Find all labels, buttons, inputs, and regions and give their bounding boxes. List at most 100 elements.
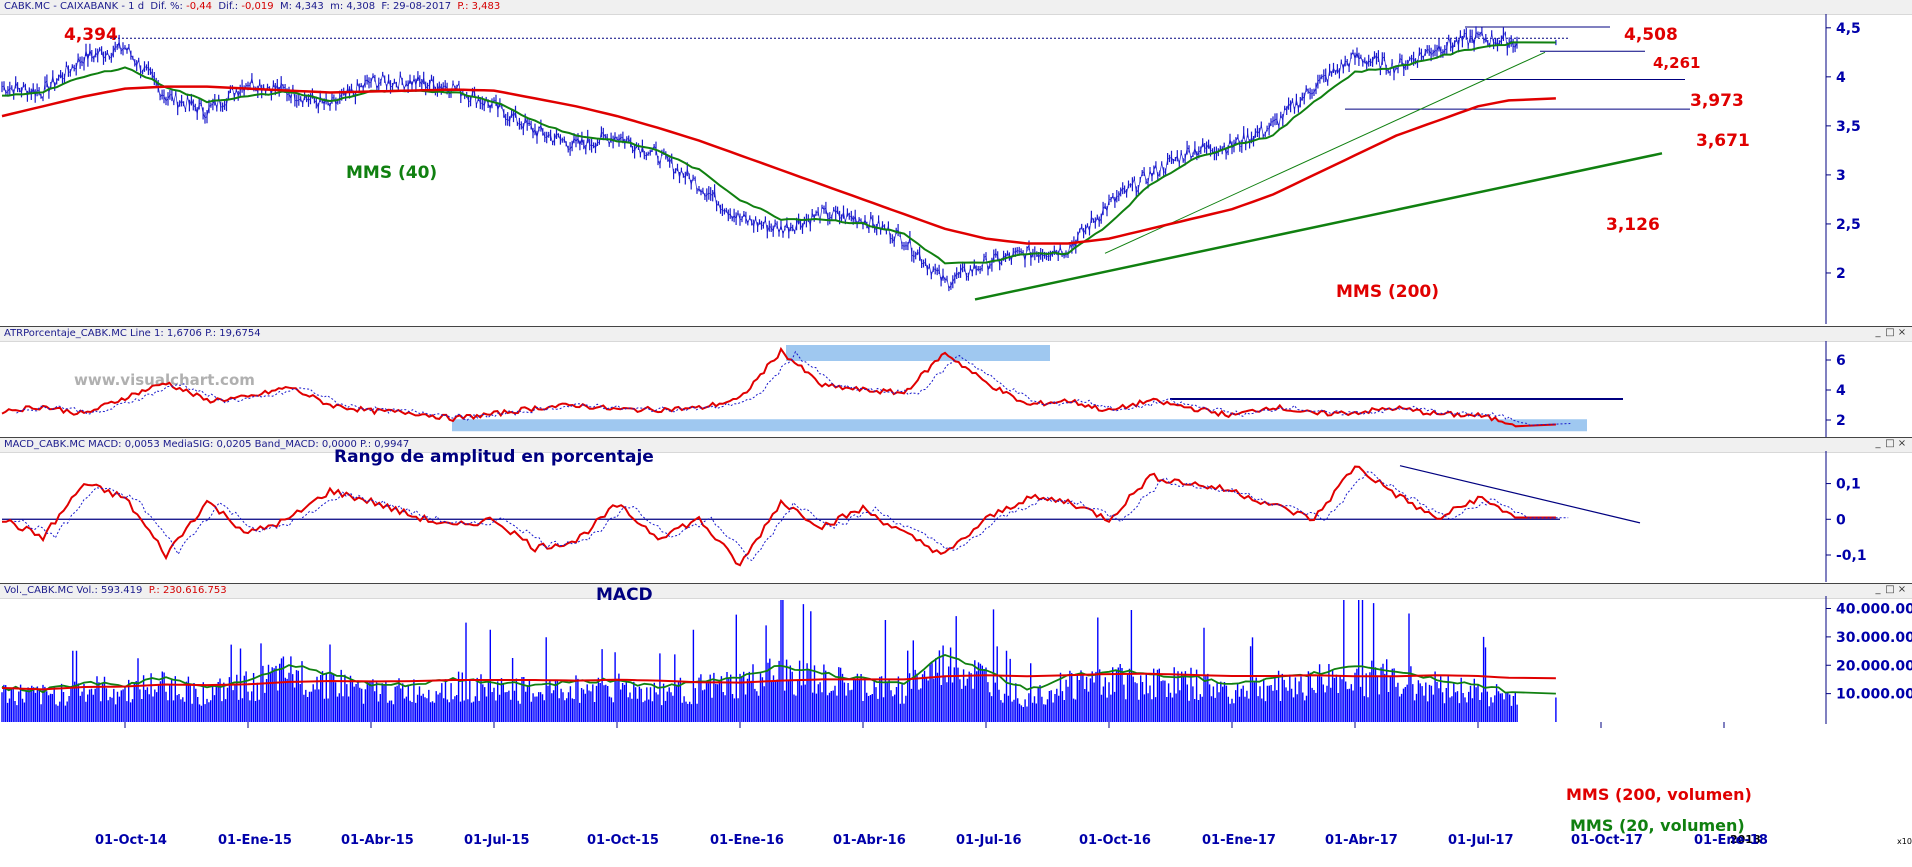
dif-label: Dif.: bbox=[218, 1, 239, 12]
macd-signal-line bbox=[14, 471, 1569, 562]
atr-line bbox=[1, 346, 1556, 428]
trendline-support bbox=[974, 152, 1663, 301]
maximize-icon[interactable]: □ bbox=[1885, 584, 1895, 595]
close-icon[interactable]: × bbox=[1897, 584, 1907, 595]
volume-pane[interactable]: Vol._CABK.MC Vol.: 593.419 P.: 230.616.7… bbox=[0, 584, 1912, 724]
symbol-label: CABK.MC - CAIXABANK - 1 d bbox=[4, 1, 145, 12]
y-tick-label: 4,5 bbox=[1836, 21, 1861, 37]
volume-header-text: Vol._CABK.MC Vol.: 593.419 bbox=[4, 585, 143, 596]
minimize-icon[interactable]: _ bbox=[1875, 584, 1881, 595]
x-tick-label: 01-Oct-14 bbox=[95, 833, 167, 848]
maximize-icon[interactable]: □ bbox=[1885, 327, 1895, 338]
pane-separator[interactable] bbox=[0, 326, 1912, 327]
dif-value: -0,019 bbox=[241, 1, 274, 12]
watermark: www.visualchart.com bbox=[74, 371, 255, 389]
atr-pane-header: ATRPorcentaje_CABK.MC Line 1: 1,6706 P.:… bbox=[0, 327, 1912, 342]
x-tick-label: 01-Ene-16 bbox=[710, 833, 784, 848]
volume-pane-header: Vol._CABK.MC Vol.: 593.419 P.: 230.616.7… bbox=[0, 584, 1912, 599]
dif-pct-value: -0,44 bbox=[186, 1, 212, 12]
x-tick-label: 01-Oct-17 bbox=[1571, 833, 1643, 848]
volume-mms200-line bbox=[1, 672, 1556, 691]
x-tick-label: 01-Jul-16 bbox=[956, 833, 1022, 848]
level-label-4394: 4,394 bbox=[64, 25, 118, 45]
mms40-label: MMS (40) bbox=[346, 163, 437, 183]
volume-mms20-line bbox=[1, 654, 1556, 695]
atr-pane-title: ATRPorcentaje_CABK.MC Line 1: 1,6706 P.:… bbox=[4, 328, 261, 339]
date-value: F: 29-08-2017 bbox=[381, 1, 452, 12]
x-tick-label: 01-Abr-16 bbox=[833, 833, 906, 848]
volume-pane-title: Vol._CABK.MC Vol.: 593.419 P.: 230.616.7… bbox=[4, 585, 227, 596]
macd-pane-header: MACD_CABK.MC MACD: 0,0053 MediaSIG: 0,02… bbox=[0, 438, 1912, 453]
level-label-4508: 4,508 bbox=[1624, 25, 1678, 45]
y-tick-label: 2 bbox=[1836, 266, 1846, 282]
year-2018-label: 2018 bbox=[1730, 833, 1761, 846]
macd-pane[interactable]: MACD_CABK.MC MACD: 0,0053 MediaSIG: 0,02… bbox=[0, 438, 1912, 583]
min-value: m: 4,308 bbox=[330, 1, 376, 12]
macd-trendline bbox=[1399, 465, 1641, 524]
x-tick-label: 01-Oct-16 bbox=[1079, 833, 1151, 848]
x-tick-label: 01-Ene-15 bbox=[218, 833, 292, 848]
minimize-icon[interactable]: _ bbox=[1875, 438, 1881, 449]
y-tick-label: 4 bbox=[1836, 70, 1846, 86]
y-tick-label: 30.000.000 bbox=[1836, 630, 1912, 646]
atr-pane[interactable]: ATRPorcentaje_CABK.MC Line 1: 1,6706 P.:… bbox=[0, 327, 1912, 437]
price-line bbox=[1, 30, 1556, 290]
volume-header-p: P.: 230.616.753 bbox=[148, 585, 227, 596]
mms40-line bbox=[2, 41, 1556, 265]
macd-line bbox=[1, 465, 1556, 567]
y-tick-label: -0,1 bbox=[1836, 548, 1867, 564]
atr-signal-line bbox=[16, 350, 1571, 426]
mms200-line bbox=[1, 85, 1556, 245]
pane-separator[interactable] bbox=[0, 583, 1912, 584]
macd-pane-title: MACD_CABK.MC MACD: 0,0053 MediaSIG: 0,02… bbox=[4, 439, 410, 450]
level-label-3671: 3,671 bbox=[1696, 131, 1750, 151]
maximize-icon[interactable]: □ bbox=[1885, 438, 1895, 449]
volume-window-controls: _ □ × bbox=[1872, 584, 1908, 595]
macd-title: MACD bbox=[596, 585, 653, 605]
p-value: P.: 3,483 bbox=[457, 1, 501, 12]
vol-mms200-label: MMS (200, volumen) bbox=[1566, 785, 1752, 804]
close-icon[interactable]: × bbox=[1897, 438, 1907, 449]
dif-pct-label: Dif. %: bbox=[150, 1, 183, 12]
y-tick-label: 0 bbox=[1836, 512, 1846, 528]
x10-label: x10 bbox=[1897, 837, 1912, 846]
x-tick-label: 01-Jul-15 bbox=[464, 833, 530, 848]
price-pane-header: CABK.MC - CAIXABANK - 1 d Dif. %: -0,44 … bbox=[0, 0, 1912, 15]
vol-mms20-label: MMS (20, volumen) bbox=[1570, 816, 1745, 835]
price-pane[interactable]: CABK.MC - CAIXABANK - 1 d Dif. %: -0,44 … bbox=[0, 0, 1912, 326]
x-tick-label: 01-Oct-15 bbox=[587, 833, 659, 848]
y-tick-label: 6 bbox=[1836, 353, 1846, 369]
close-icon[interactable]: × bbox=[1897, 327, 1907, 338]
mms200-label: MMS (200) bbox=[1336, 282, 1439, 302]
y-tick-label: 3,5 bbox=[1836, 119, 1861, 135]
atr-band-bottom bbox=[452, 419, 1587, 432]
level-label-4261: 4,261 bbox=[1653, 54, 1700, 72]
macd-window-controls: _ □ × bbox=[1872, 438, 1908, 449]
y-tick-label: 2,5 bbox=[1836, 217, 1861, 233]
y-tick-label: 3 bbox=[1836, 168, 1846, 184]
pane-separator[interactable] bbox=[0, 437, 1912, 438]
y-tick-label: 2 bbox=[1836, 413, 1846, 429]
max-value: M: 4,343 bbox=[279, 1, 324, 12]
volume-bars bbox=[1, 600, 1557, 722]
y-tick-label: 10.000.000 bbox=[1836, 687, 1912, 703]
level-label-3126: 3,126 bbox=[1606, 215, 1660, 235]
x-tick-label: 01-Ene-18 bbox=[1694, 833, 1768, 848]
atr-title: Rango de amplitud en porcentaje bbox=[334, 447, 654, 467]
y-tick-label: 4 bbox=[1836, 383, 1846, 399]
x-tick-label: 01-Jul-17 bbox=[1448, 833, 1514, 848]
price-pane-title: CABK.MC - CAIXABANK - 1 d Dif. %: -0,44 … bbox=[4, 1, 500, 12]
y-tick-label: 0,1 bbox=[1836, 477, 1861, 493]
level-label-3973: 3,973 bbox=[1690, 91, 1744, 111]
x-tick-label: 01-Abr-15 bbox=[341, 833, 414, 848]
x-tick-label: 01-Abr-17 bbox=[1325, 833, 1398, 848]
trendline-thin bbox=[1104, 51, 1546, 254]
price-bars bbox=[1, 26, 1557, 292]
minimize-icon[interactable]: _ bbox=[1875, 327, 1881, 338]
x-tick-label: 01-Ene-17 bbox=[1202, 833, 1276, 848]
atr-window-controls: _ □ × bbox=[1872, 327, 1908, 338]
y-tick-label: 40.000.000 bbox=[1836, 602, 1912, 618]
y-tick-label: 20.000.000 bbox=[1836, 658, 1912, 674]
atr-band-top bbox=[786, 345, 1050, 361]
